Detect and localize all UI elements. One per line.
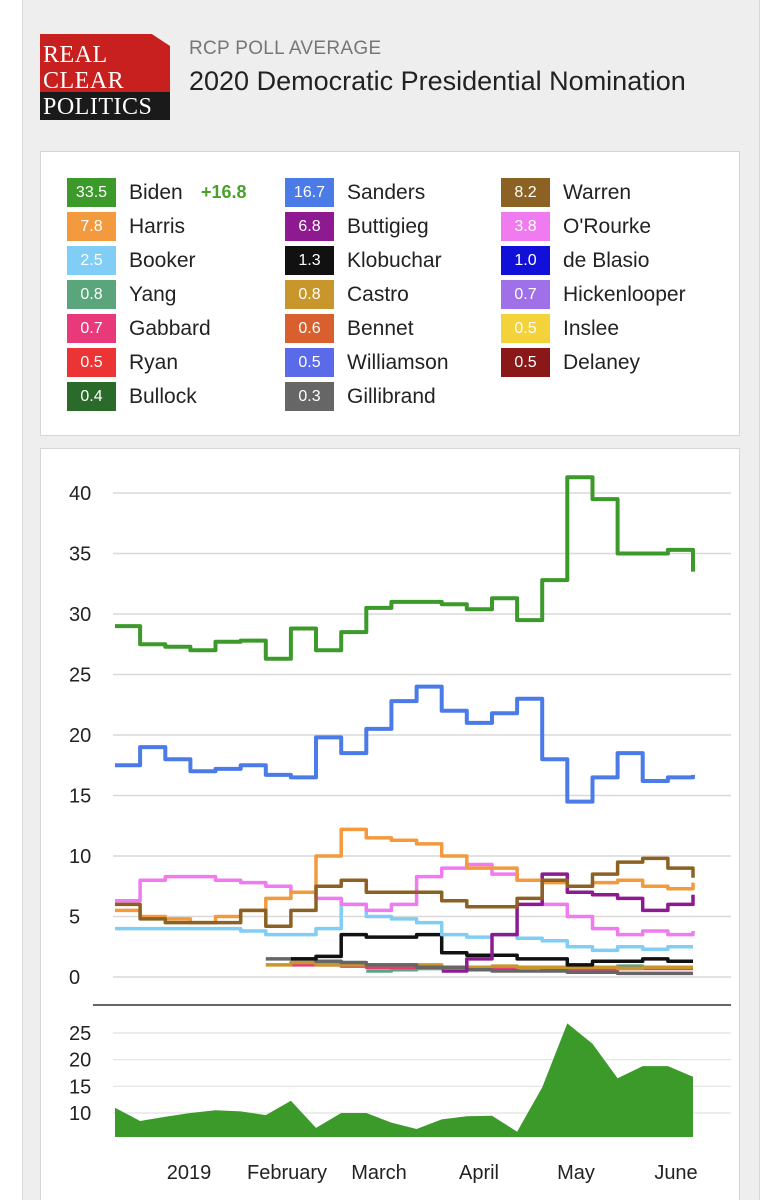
y-tick-label: 10 [69, 846, 91, 868]
legend-value: 8.2 [501, 178, 550, 207]
legend-name: Inslee [563, 317, 620, 340]
logo-line-1: REAL [43, 42, 108, 68]
y-tick-label: 20 [69, 725, 91, 747]
series-line-klobuchar[interactable] [290, 932, 693, 967]
legend-name: Delaney [563, 351, 641, 374]
legend-value: 0.5 [67, 348, 116, 377]
legend-name: Bullock [129, 385, 197, 408]
y-tick-label: 0 [69, 967, 80, 989]
legend-name: Biden [129, 181, 183, 204]
legend-name: Bennet [347, 317, 414, 340]
legend-value: 1.0 [501, 246, 550, 275]
rcp-logo[interactable]: REAL CLEAR POLITICS [40, 34, 170, 120]
x-tick-label: February [247, 1162, 327, 1184]
area-y-tick-label: 15 [69, 1076, 91, 1098]
area-y-tick-label: 25 [69, 1023, 91, 1045]
legend-value: 1.3 [285, 246, 334, 275]
legend-name: Buttigieg [347, 215, 429, 238]
y-tick-label: 35 [69, 544, 91, 566]
series-line-o-rourke[interactable] [115, 862, 695, 937]
legend-name: Hickenlooper [563, 283, 686, 306]
poll-chart[interactable]: 0 5 10 15 20 25 30 35 40 10 15 20 25 2019 February Marc… [41, 449, 741, 1201]
header-subtitle: RCP POLL AVERAGE [189, 38, 382, 59]
legend-name: Gillibrand [347, 385, 436, 408]
logo-line-3: POLITICS [40, 92, 170, 120]
legend-name: Warren [563, 181, 632, 204]
x-tick-label: June [654, 1162, 697, 1184]
legend-name: Yang [129, 283, 177, 306]
y-tick-label: 5 [69, 907, 80, 929]
header: REAL CLEAR POLITICS RCP POLL AVERAGE 202… [40, 34, 740, 124]
legend-value: 16.7 [285, 178, 334, 207]
legend-value: 0.5 [285, 348, 334, 377]
legend-name: Sanders [347, 181, 426, 204]
y-tick-label: 40 [69, 483, 91, 505]
series-line-sanders[interactable] [115, 684, 695, 804]
legend-value: 0.7 [501, 280, 550, 309]
legend: 33.5 Biden +16.8 16.7 Sanders 8.2 Warren 7.8 Har… [40, 151, 740, 436]
legend-name: Harris [129, 215, 185, 238]
legend-name: Ryan [129, 351, 179, 374]
legend-name: O'Rourke [563, 215, 652, 238]
page-title: 2020 Democratic Presidential Nomination [189, 66, 686, 96]
legend-value: 7.8 [67, 212, 116, 241]
legend-spread: +16.8 [201, 182, 247, 202]
legend-value: 0.8 [67, 280, 116, 309]
legend-value: 0.3 [285, 382, 334, 411]
x-tick-label: 2019 [167, 1162, 212, 1184]
legend-name: Booker [129, 249, 196, 272]
chart-panel: 0 5 10 15 20 25 30 35 40 10 15 20 25 2019 February Marc… [40, 448, 740, 1200]
legend-name: Klobuchar [347, 249, 442, 272]
legend-value: 2.5 [67, 246, 116, 275]
legend-name: Gabbard [129, 317, 211, 340]
logo-line-2: CLEAR [43, 68, 125, 94]
x-tick-label: April [459, 1162, 499, 1184]
legend-name: Williamson [347, 351, 449, 374]
area-y-tick-label: 20 [69, 1050, 91, 1072]
legend-name: de Blasio [563, 249, 650, 272]
legend-value: 3.8 [501, 212, 550, 241]
y-tick-label: 25 [69, 665, 91, 687]
legend-value: 0.6 [285, 314, 334, 343]
series-line-buttigieg[interactable] [441, 872, 695, 973]
series-line-biden[interactable] [115, 475, 695, 661]
x-tick-label: March [351, 1162, 407, 1184]
legend-value: 0.8 [285, 280, 334, 309]
series-line-booker[interactable] [115, 902, 693, 953]
legend-value: 0.5 [501, 314, 550, 343]
y-tick-label: 30 [69, 604, 91, 626]
area-y-tick-label: 10 [69, 1103, 91, 1125]
legend-value: 6.8 [285, 212, 334, 241]
legend-value: 0.4 [67, 382, 116, 411]
legend-value: 33.5 [67, 178, 116, 207]
series-line-castro[interactable] [265, 960, 693, 971]
legend-name: Castro [347, 283, 409, 306]
y-tick-label: 15 [69, 786, 91, 808]
series-line-warren[interactable] [115, 856, 695, 928]
x-tick-label: May [557, 1162, 595, 1184]
legend-value: 0.7 [67, 314, 116, 343]
series-line-harris[interactable] [115, 827, 695, 925]
spread-area[interactable] [115, 1023, 693, 1137]
legend-value: 0.5 [501, 348, 550, 377]
